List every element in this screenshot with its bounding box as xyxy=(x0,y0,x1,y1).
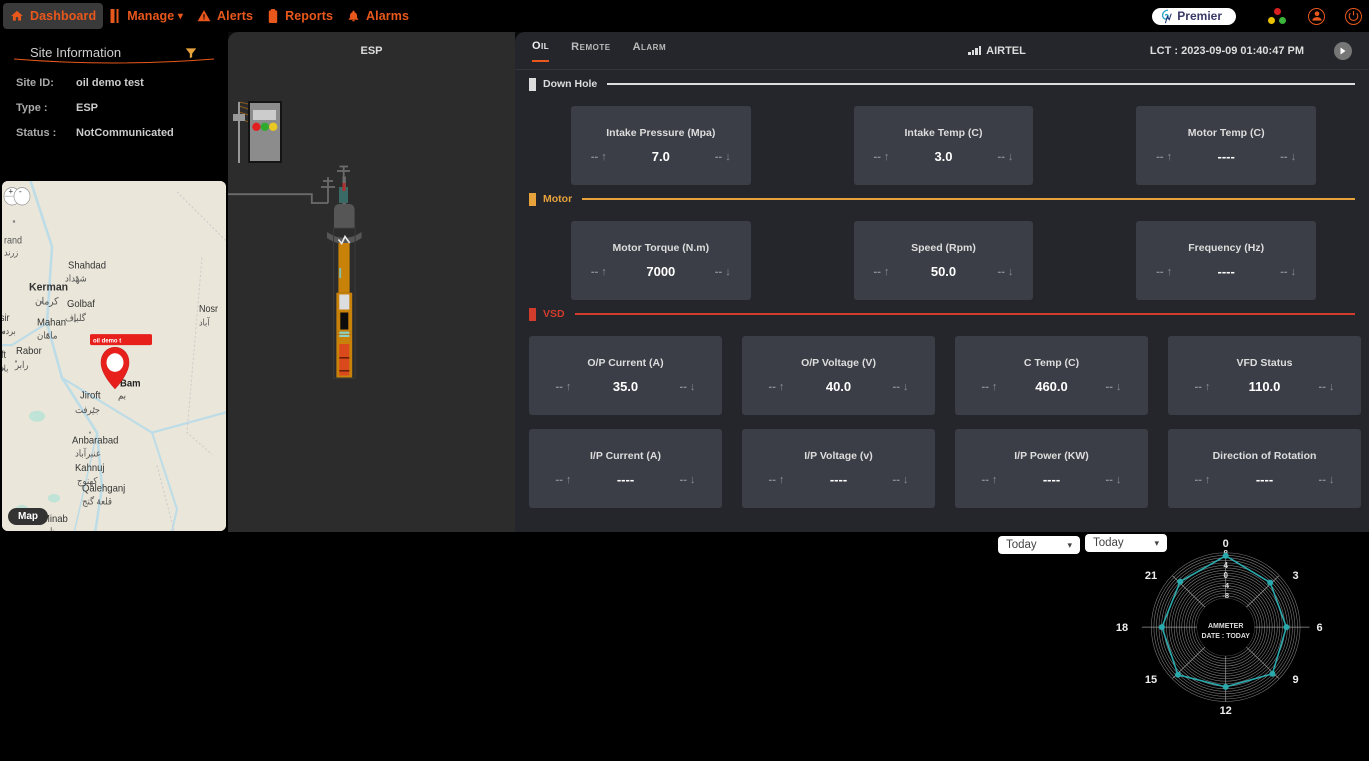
svg-text:کرمان: کرمان xyxy=(35,295,59,308)
svg-text:18: 18 xyxy=(1116,622,1128,634)
svg-text:+: + xyxy=(9,186,14,196)
svg-text:-4: -4 xyxy=(1222,581,1229,590)
svg-text:جیرفت: جیرفت xyxy=(75,405,100,416)
svg-text:آباد: آباد xyxy=(199,317,210,327)
svg-text:بافت: بافت xyxy=(2,363,8,373)
svg-text:بم: بم xyxy=(118,390,126,401)
svg-text:Mahan: Mahan xyxy=(37,317,66,328)
svg-text:Kahnuj: Kahnuj xyxy=(75,462,105,473)
svg-text:-: - xyxy=(19,186,22,196)
svg-text:Kerman: Kerman xyxy=(29,281,68,294)
svg-text:6: 6 xyxy=(1316,622,1322,634)
svg-text:oil demo t: oil demo t xyxy=(93,337,122,344)
svg-text:Qalehganj: Qalehganj xyxy=(82,483,125,494)
svg-text:AMMETER: AMMETER xyxy=(1208,623,1243,630)
svg-text:-8: -8 xyxy=(1222,591,1229,600)
svg-text:Bam: Bam xyxy=(120,378,141,389)
svg-text:21: 21 xyxy=(1145,570,1157,582)
svg-text:rand: rand xyxy=(4,234,22,245)
svg-text:3: 3 xyxy=(1292,570,1298,582)
svg-text:بردسیر: بردسیر xyxy=(2,326,16,336)
svg-text:Shahdad: Shahdad xyxy=(68,260,106,271)
svg-text:Baft: Baft xyxy=(2,349,6,360)
svg-text:قلعه گنج: قلعه گنج xyxy=(82,495,112,508)
svg-text:15: 15 xyxy=(1145,674,1157,686)
svg-text:عنبرآباد: عنبرآباد xyxy=(75,447,101,460)
svg-text:Nosr: Nosr xyxy=(199,303,218,314)
svg-text:0: 0 xyxy=(1223,538,1229,550)
svg-text:Anbarabad: Anbarabad xyxy=(72,435,118,446)
svg-text:0: 0 xyxy=(1223,571,1228,580)
svg-text:گلباف: گلباف xyxy=(65,312,87,323)
svg-text:میناب: میناب xyxy=(42,526,62,531)
svg-text:Rabor: Rabor xyxy=(16,345,42,356)
svg-text:DATE : TODAY: DATE : TODAY xyxy=(1201,633,1250,640)
svg-text:9: 9 xyxy=(1292,674,1298,686)
svg-text:شهداد: شهداد xyxy=(65,273,87,284)
svg-text:Golbaf: Golbaf xyxy=(67,298,95,309)
svg-text:rdsir: rdsir xyxy=(2,312,9,323)
svg-text:زرند: زرند xyxy=(4,247,18,257)
svg-text:ماهان: ماهان xyxy=(37,330,58,340)
svg-text:Jiroft: Jiroft xyxy=(80,390,101,401)
svg-text:رابر: رابر xyxy=(14,360,28,371)
svg-text:4: 4 xyxy=(1223,561,1228,570)
svg-text:12: 12 xyxy=(1220,705,1232,717)
